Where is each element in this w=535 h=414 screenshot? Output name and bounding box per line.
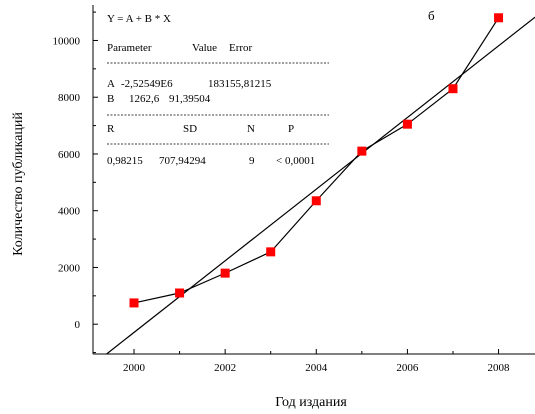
data-point xyxy=(129,298,139,308)
axes: 2000 2002 2004 2006 2008 0 2000 4000 6000 8000 100… xyxy=(53,5,535,374)
fit-header-value: Value xyxy=(192,42,217,54)
fit-row-a-name: A xyxy=(107,78,115,90)
x-tick-label: 2008 xyxy=(488,362,511,374)
fit-stats-n-label: N xyxy=(247,123,255,135)
x-tick-label: 2000 xyxy=(123,362,146,374)
x-axis-title: Год издания xyxy=(275,395,347,410)
data-point xyxy=(357,146,367,156)
data-point xyxy=(220,268,230,278)
plot-area xyxy=(106,13,535,355)
fit-line xyxy=(106,16,535,355)
y-tick-label: 4000 xyxy=(58,206,81,218)
y-tick-label: 8000 xyxy=(58,92,81,104)
fit-stats-r-value: 0,98215 xyxy=(107,155,143,167)
y-tick-label: 6000 xyxy=(58,149,81,161)
fit-stats-sd-label: SD xyxy=(183,123,197,135)
x-tick-label: 2004 xyxy=(305,362,328,374)
fit-stats-r-label: R xyxy=(107,123,115,135)
x-tick-label: 2002 xyxy=(214,362,236,374)
data-point xyxy=(448,84,458,94)
fit-row-b-value: 1262,6 xyxy=(129,93,160,105)
fit-results-box: Y = A + B * X Parameter Value Error A -2… xyxy=(107,13,329,167)
y-tick-label: 0 xyxy=(75,319,81,331)
fit-row-a-error: 183155,81215 xyxy=(208,78,272,90)
y-tick-label: 10000 xyxy=(53,35,81,47)
fit-header-parameter: Parameter xyxy=(107,42,152,54)
panel-letter: б xyxy=(428,8,435,23)
fit-row-b-error: 91,39504 xyxy=(169,93,211,105)
data-point xyxy=(175,288,185,298)
fit-stats-sd-value: 707,94294 xyxy=(159,155,206,167)
fit-row-b-name: B xyxy=(107,93,114,105)
data-point xyxy=(402,119,412,129)
fit-stats-p-value: < 0,0001 xyxy=(276,155,315,167)
data-point xyxy=(311,196,321,206)
fit-row-a-value: -2,52549E6 xyxy=(121,78,173,90)
fit-equation: Y = A + B * X xyxy=(107,13,171,25)
fit-header-error: Error xyxy=(229,42,253,54)
y-axis-title: Количество публикаций xyxy=(11,112,26,256)
data-point xyxy=(494,13,504,23)
fit-stats-p-label: P xyxy=(288,123,294,135)
y-tick-label: 2000 xyxy=(58,262,81,274)
x-tick-label: 2006 xyxy=(396,362,419,374)
data-point xyxy=(266,247,276,257)
fit-stats-n-value: 9 xyxy=(249,155,255,167)
